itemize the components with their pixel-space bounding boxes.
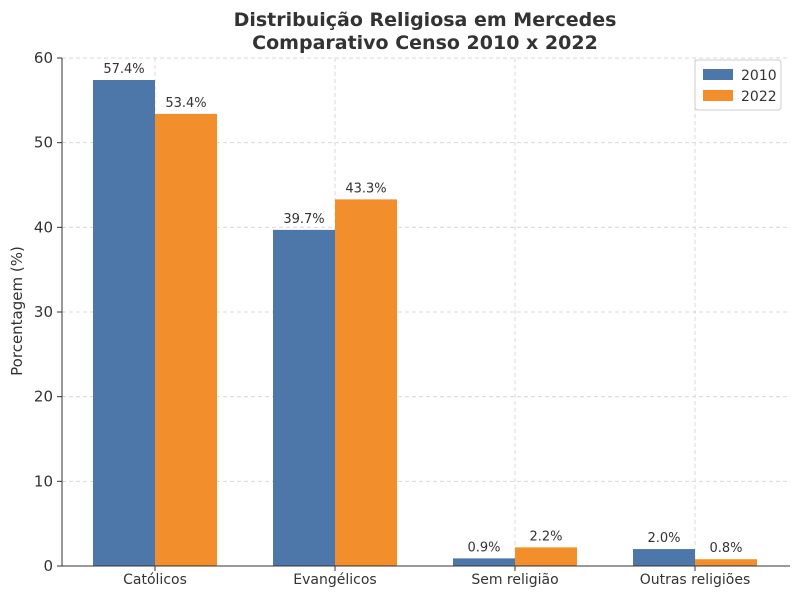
chart-subtitle: Comparativo Censo 2010 x 2022 [252, 32, 598, 54]
data-label: 2.2% [529, 529, 562, 544]
x-tick-label: Sem religião [471, 572, 558, 588]
legend-swatch [703, 69, 733, 80]
bar-2022-3 [695, 559, 757, 566]
x-tick-label: Evangélicos [293, 572, 376, 588]
bar-2022-1 [335, 199, 397, 567]
y-tick-label: 0 [43, 557, 53, 575]
legend-label: 2022 [741, 89, 777, 105]
x-tick-label: Outras religiões [640, 572, 751, 588]
chart-title: Distribuição Religiosa em Mercedes [234, 9, 617, 31]
bar-2022-0 [155, 113, 217, 566]
y-tick-label: 40 [34, 218, 53, 236]
legend-label: 2010 [741, 68, 777, 84]
y-tick-label: 50 [34, 134, 53, 152]
y-axis-label: Porcentagem (%) [8, 246, 26, 376]
bar-2010-0 [93, 80, 155, 566]
bar-2010-1 [273, 229, 335, 566]
bar-2010-3 [633, 549, 695, 566]
data-label: 0.8% [709, 541, 742, 556]
legend-swatch [703, 90, 733, 101]
data-label: 39.7% [283, 212, 324, 227]
y-tick-label: 10 [34, 472, 53, 490]
y-tick-label: 60 [34, 49, 53, 67]
x-tick-label: Católicos [123, 572, 187, 588]
x-tick-labels: Católicos Evangélicos Sem religião Outras r… [123, 566, 750, 588]
bar-2010-2 [453, 558, 515, 566]
y-tick-label: 30 [34, 303, 53, 321]
data-label: 57.4% [103, 62, 144, 77]
y-tick-label: 20 [34, 388, 53, 406]
data-label: 2.0% [647, 531, 680, 546]
legend: 2010 2022 [694, 59, 782, 111]
data-labels: 57.4% 39.7% 0.9% 2.0% 53.4% 43.3% 2.2% 0.8% [103, 62, 742, 556]
bar-2022-2 [515, 547, 577, 566]
bars [93, 80, 757, 567]
data-label: 43.3% [345, 181, 386, 196]
data-label: 0.9% [467, 540, 500, 555]
data-label: 53.4% [165, 96, 206, 111]
y-tick-labels: 0 10 20 30 40 50 60 [34, 49, 62, 575]
